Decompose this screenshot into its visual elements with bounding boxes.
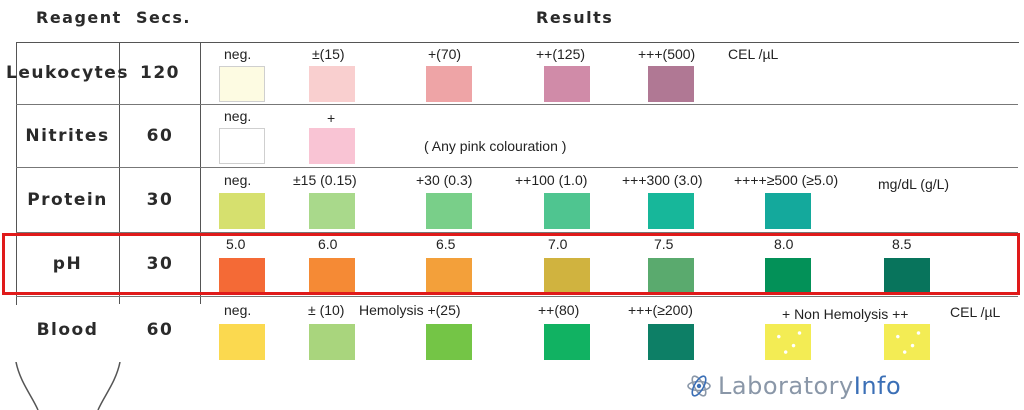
result-label: ++(80) — [538, 302, 580, 318]
result-label: ±(15) — [312, 46, 345, 62]
reagent-name: Leukocytes — [6, 63, 129, 83]
result-label: ++(125) — [536, 46, 586, 62]
secs-column-divider — [200, 42, 201, 304]
color-swatch — [426, 324, 472, 360]
color-swatch — [426, 193, 472, 229]
row-divider — [16, 104, 1018, 105]
color-swatch — [648, 193, 694, 229]
row-divider — [16, 167, 1018, 168]
secs-value: 30 — [146, 254, 174, 274]
color-swatch — [309, 128, 355, 164]
atom-icon — [687, 375, 711, 397]
result-label: 7.0 — [548, 236, 568, 252]
reagent-name: Protein — [27, 189, 108, 210]
result-label: 7.5 — [654, 236, 674, 252]
color-swatch — [648, 66, 694, 102]
result-label: ++100 (1.0) — [515, 172, 588, 188]
color-swatch — [219, 66, 265, 102]
reagent-name: Blood — [36, 320, 99, 340]
color-swatch — [648, 258, 694, 294]
color-swatch — [309, 66, 355, 102]
logo-text-part2: Info — [853, 372, 902, 400]
result-label: 6.0 — [318, 236, 338, 252]
color-swatch — [884, 258, 930, 294]
result-label: 8.0 — [774, 236, 794, 252]
row-divider — [16, 232, 1018, 233]
results-column-header: Results — [536, 8, 614, 27]
color-swatch — [648, 324, 694, 360]
strip-outline — [15, 362, 121, 410]
result-label: Hemolysis +(25) — [359, 302, 461, 318]
color-swatch — [426, 258, 472, 294]
result-label: neg. — [224, 302, 252, 318]
result-label: +++(500) — [638, 46, 696, 62]
result-label: +++(≥200) — [628, 302, 693, 318]
color-swatch — [309, 258, 355, 294]
color-swatch — [219, 193, 265, 229]
unit-label: CEL /µL — [950, 304, 1001, 320]
result-label: ++++≥500 (≥5.0) — [734, 172, 839, 188]
nitrites-note: ( Any pink colouration ) — [424, 138, 567, 154]
color-swatch — [765, 193, 811, 229]
result-label: +30 (0.3) — [416, 172, 473, 188]
row-divider — [16, 296, 1018, 297]
reagent-column-divider — [119, 42, 120, 304]
color-swatch — [765, 324, 811, 360]
color-swatch — [765, 258, 811, 294]
result-label: 5.0 — [226, 236, 246, 252]
result-label: ± (10) — [308, 302, 345, 318]
result-label: +++300 (3.0) — [622, 172, 703, 188]
result-label: 8.5 — [892, 236, 912, 252]
ph-row-highlight — [2, 233, 1020, 295]
color-swatch — [544, 324, 590, 360]
laboratoryinfo-logo: LaboratoryInfo — [686, 372, 901, 400]
color-swatch — [219, 258, 265, 294]
color-swatch — [309, 324, 355, 360]
color-swatch — [309, 193, 355, 229]
result-label: neg. — [224, 46, 252, 62]
logo-text-part1: Laboratory — [718, 372, 854, 400]
result-label: 6.5 — [436, 236, 456, 252]
reagent-name: Nitrites — [25, 125, 110, 146]
color-swatch — [219, 128, 265, 164]
result-label: + Non Hemolysis ++ — [782, 306, 909, 322]
secs-value: 120 — [140, 63, 180, 83]
unit-label: CEL /µL — [728, 46, 779, 62]
color-swatch — [884, 324, 930, 360]
unit-label: mg/dL (g/L) — [878, 176, 950, 192]
result-label: +(70) — [428, 46, 462, 62]
reagent-column-header: Reagent — [36, 8, 122, 27]
secs-value: 60 — [146, 320, 174, 340]
color-swatch — [544, 66, 590, 102]
result-label: ±15 (0.15) — [293, 172, 357, 188]
logo-text: LaboratoryInfo — [718, 372, 901, 400]
color-swatch — [426, 66, 472, 102]
color-swatch — [544, 193, 590, 229]
reagent-name: pH — [52, 254, 83, 274]
result-label: neg. — [224, 108, 252, 124]
color-swatch — [544, 258, 590, 294]
secs-value: 30 — [146, 189, 174, 210]
result-label: neg. — [224, 172, 252, 188]
result-label: + — [327, 110, 336, 126]
secs-value: 60 — [146, 125, 174, 146]
table-frame — [16, 42, 1019, 305]
color-swatch — [219, 324, 265, 360]
secs-column-header: Secs. — [136, 8, 191, 27]
